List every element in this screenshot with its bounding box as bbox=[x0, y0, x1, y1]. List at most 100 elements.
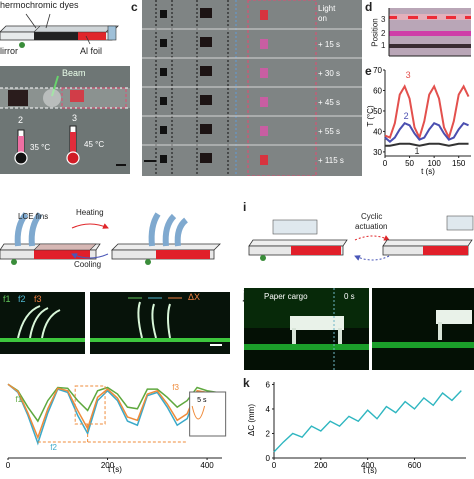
label-f3: f3 bbox=[34, 294, 42, 304]
x-tick-label: 600 bbox=[408, 461, 422, 470]
label-cyclic: Cyclic bbox=[361, 212, 383, 221]
x-axis-label: t (s) bbox=[421, 167, 435, 176]
label-heating: Heating bbox=[76, 208, 104, 217]
inset-curve bbox=[191, 405, 206, 420]
panel-c-time-series: Light on + 15 s + 30 s + 45 s + 55 s + 1… bbox=[142, 0, 362, 177]
panel-c-labels: Light on + 15 s + 30 s + 45 s + 55 s + 1… bbox=[312, 0, 362, 176]
x-tick-label: 200 bbox=[101, 461, 115, 470]
cargo-photo-2-art bbox=[372, 288, 474, 370]
panel-e-chart: 30 40 50 60 70 0 50 100 150 3 2 1 T (°C) t (s) bbox=[366, 64, 474, 176]
fins-chart: 0 200 400 f1 f2 f3 5 s t (s) bbox=[0, 372, 230, 474]
y-tick-label: 0 bbox=[266, 454, 271, 463]
time-label-0: Light on bbox=[318, 4, 336, 23]
fins-photo-2-art bbox=[90, 292, 230, 354]
x-tick-label: 0 bbox=[383, 159, 388, 168]
panel-k-chart: 0 2 4 6 0 200 400 600 ΔC (mm) t (s) bbox=[246, 376, 474, 475]
time-label-3: + 45 s bbox=[318, 98, 341, 107]
y-axis-label: ΔC (mm) bbox=[247, 404, 256, 436]
series-label: f2 bbox=[50, 443, 57, 452]
label-f2: f2 bbox=[18, 294, 26, 304]
temperature-chart: 30 40 50 60 70 0 50 100 150 3 2 1 T (°C) t (s) bbox=[366, 66, 471, 176]
fins-heating-cooling-diagram bbox=[0, 212, 221, 265]
series-line bbox=[385, 142, 469, 147]
y-tick-label: 70 bbox=[373, 66, 382, 75]
x-tick-label: 400 bbox=[200, 461, 214, 470]
cargo-displacement-chart: 0 2 4 6 0 200 400 600 ΔC (mm) t (s) bbox=[247, 380, 466, 475]
series-line bbox=[7, 383, 218, 440]
panel-d-tick-3: 3 bbox=[381, 15, 386, 24]
label-position-2: 2 bbox=[18, 115, 24, 125]
x-tick-label: 400 bbox=[361, 461, 375, 470]
y-axis-label: T (°C) bbox=[367, 105, 375, 127]
label-f1: f1 bbox=[3, 294, 11, 304]
label-al-foil: Al foil bbox=[80, 46, 103, 56]
panel-d-ylabel: Position bbox=[370, 18, 380, 47]
label-temp-35: 35 °C bbox=[30, 143, 51, 152]
x-axis-label: t (s) bbox=[108, 465, 122, 474]
label-lce-fins: LCE fins bbox=[18, 212, 49, 221]
panel-d: Position 3 2 1 bbox=[371, 8, 471, 62]
y-tick-label: 30 bbox=[373, 148, 382, 157]
label-thermochromic: hermochromic dyes bbox=[0, 0, 79, 10]
photo-beam-sample: Beam 2 3 35 °C 45 °C bbox=[0, 66, 130, 174]
label-paper-cargo: Paper cargo bbox=[264, 292, 308, 301]
fins-photo-art bbox=[0, 292, 85, 354]
x-tick-label: 200 bbox=[314, 461, 328, 470]
y-tick-label: 50 bbox=[373, 107, 382, 116]
series-line bbox=[384, 122, 469, 143]
time-label-2: + 30 s bbox=[318, 69, 341, 78]
schematic-top-left: hermochromic dyes lirror Al foil bbox=[0, 0, 122, 58]
series-line bbox=[384, 84, 470, 141]
label-temp-45: 45 °C bbox=[84, 140, 105, 149]
x-tick-label: 0 bbox=[6, 461, 11, 470]
series-label: 3 bbox=[406, 70, 411, 80]
time-label-5: + 115 s bbox=[318, 156, 344, 165]
y-tick-label: 40 bbox=[373, 127, 382, 136]
x-tick-label: 0 bbox=[272, 461, 277, 470]
label-beam: Beam bbox=[62, 68, 86, 78]
series-line bbox=[7, 383, 218, 446]
x-tick-label: 100 bbox=[427, 159, 441, 168]
label-position-3: 3 bbox=[72, 113, 78, 123]
panel-letter-i: i bbox=[243, 200, 247, 214]
photo-fins-2: ΔX bbox=[90, 292, 230, 354]
series-label: f3 bbox=[172, 383, 179, 392]
panel-letter-e: e bbox=[365, 64, 372, 78]
panel-d-art bbox=[388, 8, 471, 57]
fins-displacement-chart: 0 200 400 f1 f2 f3 5 s t (s) bbox=[6, 383, 227, 474]
panel-d-tick-1: 1 bbox=[381, 41, 386, 50]
y-tick-label: 6 bbox=[266, 380, 271, 389]
label-delta-x: ΔX bbox=[188, 292, 201, 302]
cargo-photo-art bbox=[244, 288, 369, 370]
x-tick-label: 50 bbox=[405, 159, 414, 168]
time-label-4: + 55 s bbox=[318, 127, 341, 136]
panel-d-tick-2: 2 bbox=[381, 29, 386, 38]
y-tick-label: 60 bbox=[373, 86, 382, 95]
x-axis-label: t (s) bbox=[363, 466, 377, 474]
cyclic-actuation-diagram bbox=[248, 215, 474, 261]
panel-letter-c: c bbox=[131, 0, 138, 14]
series-label: 1 bbox=[414, 146, 419, 156]
zoom-box bbox=[74, 385, 106, 425]
dye-strip-diagram bbox=[0, 13, 119, 48]
panel-h-schematic: LCE fins Heating Cooling bbox=[0, 206, 225, 276]
series-label: f1 bbox=[15, 395, 22, 404]
series-line bbox=[7, 383, 218, 423]
beam-photo-art bbox=[0, 66, 130, 174]
y-tick-label: 2 bbox=[266, 429, 271, 438]
photo-fins-1: f1 f2 f3 bbox=[0, 292, 85, 354]
panel-i-schematic: Cyclic actuation bbox=[243, 210, 474, 276]
photo-paper-cargo-2 bbox=[372, 288, 474, 370]
label-mirror: lirror bbox=[0, 46, 18, 56]
label-time-0s: 0 s bbox=[344, 292, 355, 301]
panel-letter-k: k bbox=[243, 376, 250, 390]
series-line bbox=[273, 390, 462, 453]
panel-c-art bbox=[142, 0, 362, 177]
y-tick-label: 4 bbox=[266, 405, 271, 414]
label-cooling: Cooling bbox=[74, 260, 102, 269]
panel-letter-d: d bbox=[365, 0, 373, 14]
series-label: 2 bbox=[404, 111, 409, 121]
label-actuation: actuation bbox=[355, 222, 388, 231]
photo-paper-cargo-1: Paper cargo 0 s bbox=[244, 288, 369, 370]
x-tick-label: 150 bbox=[452, 159, 466, 168]
